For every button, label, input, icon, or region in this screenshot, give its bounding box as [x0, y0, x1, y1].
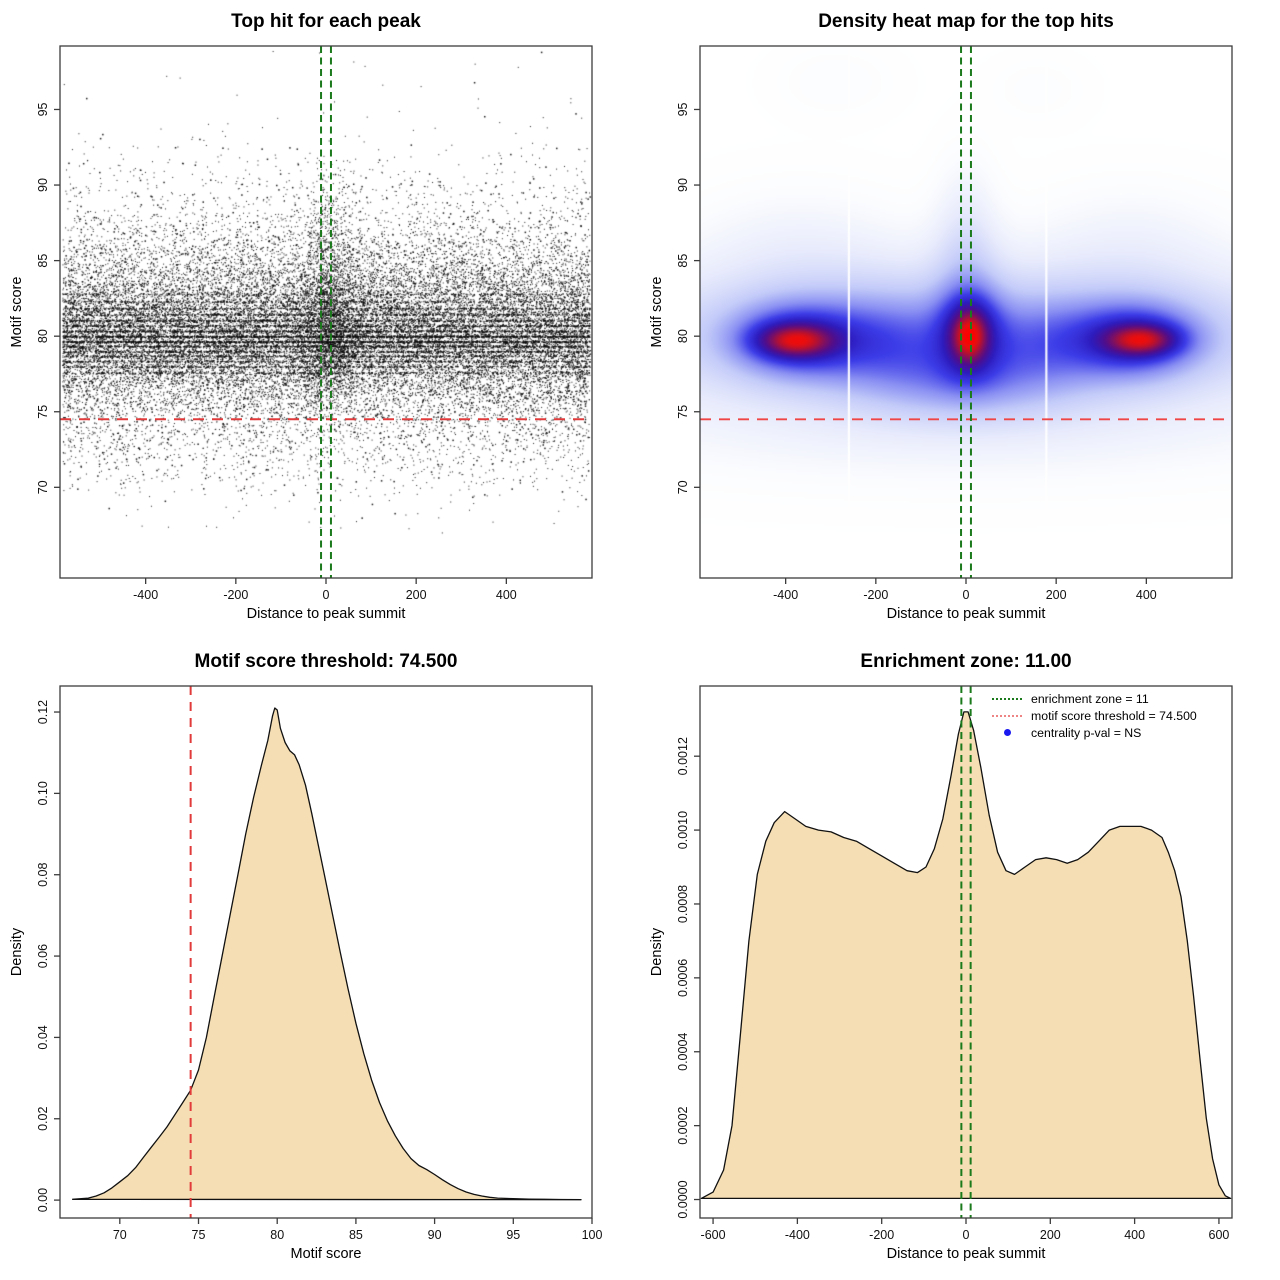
y-tick-label: 0.0002 — [676, 1106, 690, 1144]
y-tick-label: 90 — [36, 178, 50, 192]
panel-title: Top hit for each peak — [231, 11, 421, 32]
blue-dot-icon — [992, 729, 1022, 736]
x-tick-label: 400 — [496, 588, 517, 602]
y-tick-label: 0.0008 — [676, 885, 690, 923]
y-tick-label: 0.12 — [36, 700, 50, 724]
y-tick-label: 0.10 — [36, 781, 50, 805]
panel-top-hit-scatter: -400 -200 0 200 400 70 75 80 85 90 95 Top hit for … — [0, 0, 640, 640]
x-tick-label: -600 — [701, 1228, 726, 1242]
y-axis-label: Density — [9, 927, 25, 977]
distance-density-plot: -600 -400 -200 0 200 400 600 0.0000 0.0002 0.0004… — [676, 685, 1233, 1242]
legend-label: motif score threshold = 74.500 — [1031, 708, 1197, 723]
x-axis-label: Distance to peak summit — [246, 606, 406, 622]
density-curve — [71, 707, 582, 1201]
x-tick-label: 95 — [506, 1228, 520, 1242]
y-tick-label: 0.02 — [36, 1107, 50, 1131]
x-tick-label: 200 — [1040, 1228, 1061, 1242]
red-dotted-line-icon — [992, 714, 1022, 717]
panel-distance-density: -600 -400 -200 0 200 400 600 0.0000 0.0002 0.0004… — [640, 640, 1280, 1280]
x-tick-label: -200 — [223, 588, 248, 602]
panel-title: Density heat map for the top hits — [818, 11, 1114, 32]
panel-title: Motif score threshold: 74.500 — [194, 651, 458, 672]
plot-box — [59, 685, 593, 1219]
y-tick-label: 0.04 — [36, 1025, 50, 1049]
y-tick-label: 0.0000 — [676, 1180, 690, 1218]
y-tick-label: 95 — [36, 102, 50, 116]
y-tick-label: 0.0012 — [676, 737, 690, 775]
y-tick-label: 0.0006 — [676, 959, 690, 997]
x-tick-label: -400 — [133, 588, 158, 602]
x-tick-label: 200 — [406, 588, 427, 602]
x-tick-label: 80 — [270, 1228, 284, 1242]
panel-density-heatmap: -400 -200 0 200 400 70 75 80 85 90 95 Density heat… — [640, 0, 1280, 640]
plot-box — [699, 45, 1233, 579]
y-tick-label: 0.0004 — [676, 1033, 690, 1071]
panel-title: Enrichment zone: 11.00 — [860, 651, 1072, 672]
x-tick-label: -400 — [785, 1228, 810, 1242]
x-tick-label: 0 — [963, 588, 970, 602]
y-tick-label: 80 — [36, 329, 50, 343]
y-axis-label: Motif score — [9, 276, 25, 348]
y-tick-label: 0.00 — [36, 1188, 50, 1212]
scatter-axes: -400 -200 0 200 400 70 75 80 85 90 95 — [36, 45, 593, 602]
y-tick-label: 95 — [676, 102, 690, 116]
y-tick-label: 85 — [676, 254, 690, 268]
x-tick-label: -200 — [863, 588, 888, 602]
y-tick-label: 75 — [36, 405, 50, 419]
y-axis-label: Density — [649, 927, 665, 977]
density-curve — [700, 711, 1232, 1200]
x-axis-label: Distance to peak summit — [886, 1246, 1046, 1262]
x-tick-label: 400 — [1124, 1228, 1145, 1242]
heatmap-canvas — [700, 46, 1232, 578]
y-tick-label: 70 — [676, 480, 690, 494]
y-tick-label: 90 — [676, 178, 690, 192]
x-tick-label: 100 — [582, 1228, 603, 1242]
x-axis-label: Distance to peak summit — [886, 606, 1046, 622]
x-tick-label: 70 — [113, 1228, 127, 1242]
x-tick-label: 90 — [428, 1228, 442, 1242]
panel-motif-score-density: 70 75 80 85 90 95 100 0.00 0.02 0.04 0.06 0.08 0.10 0… — [0, 640, 640, 1280]
legend-item-score-threshold: motif score threshold = 74.500 — [992, 707, 1197, 724]
legend-label: enrichment zone = 11 — [1031, 691, 1149, 706]
x-tick-label: 600 — [1209, 1228, 1230, 1242]
legend: enrichment zone = 11 motif score thresho… — [992, 690, 1197, 741]
score-density-plot: 70 75 80 85 90 95 100 0.00 0.02 0.04 0.06 0.08 0.10 0… — [36, 685, 603, 1242]
x-tick-label: 0 — [963, 1228, 970, 1242]
x-tick-label: 200 — [1046, 588, 1067, 602]
y-tick-label: 75 — [676, 405, 690, 419]
legend-item-enrichment-zone: enrichment zone = 11 — [992, 690, 1197, 707]
x-tick-label: -200 — [869, 1228, 894, 1242]
x-tick-label: 75 — [192, 1228, 206, 1242]
y-tick-label: 85 — [36, 254, 50, 268]
legend-label: centrality p-val = NS — [1031, 725, 1142, 740]
y-tick-label: 0.0010 — [676, 811, 690, 849]
y-tick-label: 70 — [36, 480, 50, 494]
y-axis-label: Motif score — [649, 276, 665, 348]
y-tick-label: 80 — [676, 329, 690, 343]
scatter-canvas — [60, 46, 592, 578]
y-tick-label: 0.06 — [36, 944, 50, 968]
plot-box — [59, 45, 593, 579]
green-dotted-line-icon — [992, 697, 1022, 700]
heatmap-axes: -400 -200 0 200 400 70 75 80 85 90 95 — [676, 45, 1233, 602]
x-tick-label: 400 — [1136, 588, 1157, 602]
x-axis-label: Motif score — [290, 1246, 362, 1262]
legend-item-centrality-pval: centrality p-val = NS — [992, 724, 1197, 741]
y-tick-label: 0.08 — [36, 863, 50, 887]
x-tick-label: -400 — [773, 588, 798, 602]
x-tick-label: 0 — [323, 588, 330, 602]
x-tick-label: 85 — [349, 1228, 363, 1242]
